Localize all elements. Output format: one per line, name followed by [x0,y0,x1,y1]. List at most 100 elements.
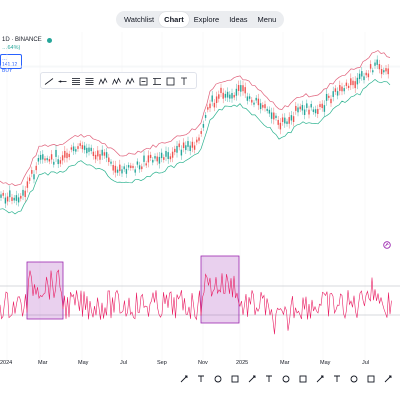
candle-body [211,95,213,102]
rectangle-icon[interactable] [153,78,161,85]
candle-body [299,106,301,110]
candle-body [262,105,264,108]
candle-body [308,109,310,115]
candle-body [215,96,218,104]
horizontal-ray-icon[interactable] [58,80,67,83]
pitchfork-icon[interactable] [85,78,94,85]
highlight-box[interactable] [200,255,240,324]
candle-body [103,152,106,156]
candle-body [68,153,70,158]
ruler-icon[interactable] [248,375,256,383]
xabcd-pattern-icon[interactable] [98,77,108,85]
candle-body [257,98,260,106]
fib-retracement-icon[interactable] [72,78,80,85]
candle-body [0,194,2,198]
x-axis-label: Jul [120,360,128,366]
candle-body [198,137,200,141]
candle-body [361,71,363,77]
tab-menu[interactable]: Menu [257,15,277,24]
candle-body [222,92,224,99]
alert-clock-icon[interactable] [266,375,272,382]
candle-body [279,122,282,130]
candle-body [180,149,183,156]
candle-body [376,59,378,65]
candle-body [259,103,262,110]
zoom-icon[interactable] [384,375,392,383]
elliott-wave-icon[interactable] [112,77,121,85]
magnet-icon[interactable] [282,375,290,383]
candle-body [229,94,231,99]
candle-body [136,161,139,165]
candle-body [9,190,11,198]
candle-body [119,164,121,172]
text-icon[interactable] [198,375,204,382]
candle-body [237,85,240,91]
candle-body [108,157,110,163]
tab-ideas[interactable]: Ideas [229,15,248,24]
alert-icon[interactable] [383,241,391,249]
undo-icon[interactable] [367,375,375,383]
layers-icon[interactable] [316,375,324,383]
candle-body [325,93,328,101]
indicators-icon[interactable] [350,375,358,383]
long-position-icon[interactable] [125,77,135,85]
candle-body [347,85,350,88]
candle-body [72,146,75,152]
candle-body [202,124,205,128]
candle-body [242,85,244,92]
candle-body [358,73,361,80]
candle-body [145,163,147,166]
candle-body [369,64,372,69]
candle-body [266,108,268,111]
date-range-icon[interactable] [139,77,148,86]
candle-body [152,159,154,163]
candle-body [343,88,345,92]
fullscreen-icon[interactable] [166,77,175,86]
candle-body [110,161,112,164]
objects-icon[interactable] [334,375,340,382]
candle-body [207,107,209,110]
tab-chart[interactable]: Chart [159,12,189,27]
candle-body [314,109,317,114]
candle-body [53,161,55,165]
candle-body [127,165,130,168]
candle-body [268,109,271,114]
measure-icon[interactable] [214,375,222,383]
candle-body [90,147,92,152]
tab-watchlist[interactable]: Watchlist [124,15,155,24]
candle-body [125,168,128,174]
candle-body [193,145,196,150]
candle-body [138,165,141,170]
candle-body [13,197,15,201]
pencil-icon[interactable] [180,375,188,383]
candle-body [77,146,79,149]
candle-body [116,169,119,173]
candle-body [114,165,117,173]
candle-body [290,115,293,121]
candle-body [86,147,88,154]
tab-explore[interactable]: Explore [193,15,220,24]
candle-body [191,141,194,148]
trend-line-icon[interactable] [44,78,54,85]
symbol-title[interactable]: 1D · BINANCE [2,37,42,43]
candle-body [345,82,348,86]
x-axis-label: Mar [38,360,48,366]
candle-body [149,154,152,158]
candle-body [204,115,207,118]
candle-body [295,105,297,111]
drawing-toolbar [40,72,197,89]
highlight-box[interactable] [26,261,64,320]
candle-body [253,102,255,105]
candle-body [35,165,37,171]
candle-body [17,197,20,203]
x-axis-label: Mar [280,360,290,366]
pattern-icon[interactable] [231,375,239,383]
candle-body [339,85,341,91]
text-icon[interactable] [181,77,187,85]
candle-body [57,159,59,165]
candle-body [75,149,77,152]
candle-body [163,157,165,160]
candle-body [64,150,66,158]
candle-body [83,145,86,150]
visibility-icon[interactable] [299,375,307,383]
